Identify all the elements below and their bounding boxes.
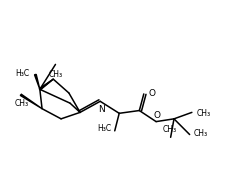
Text: CH₃: CH₃ <box>196 109 210 118</box>
Text: CH₃: CH₃ <box>15 99 29 108</box>
Text: CH₃: CH₃ <box>194 129 208 138</box>
Text: H₃C: H₃C <box>97 124 111 134</box>
Text: H₃C: H₃C <box>16 69 30 78</box>
Polygon shape <box>39 79 53 90</box>
Text: N: N <box>98 105 105 114</box>
Text: O: O <box>148 89 155 98</box>
Text: CH₃: CH₃ <box>162 125 177 134</box>
Polygon shape <box>34 74 40 89</box>
Text: O: O <box>154 111 161 120</box>
Polygon shape <box>20 94 42 109</box>
Text: CH₃: CH₃ <box>48 70 63 79</box>
